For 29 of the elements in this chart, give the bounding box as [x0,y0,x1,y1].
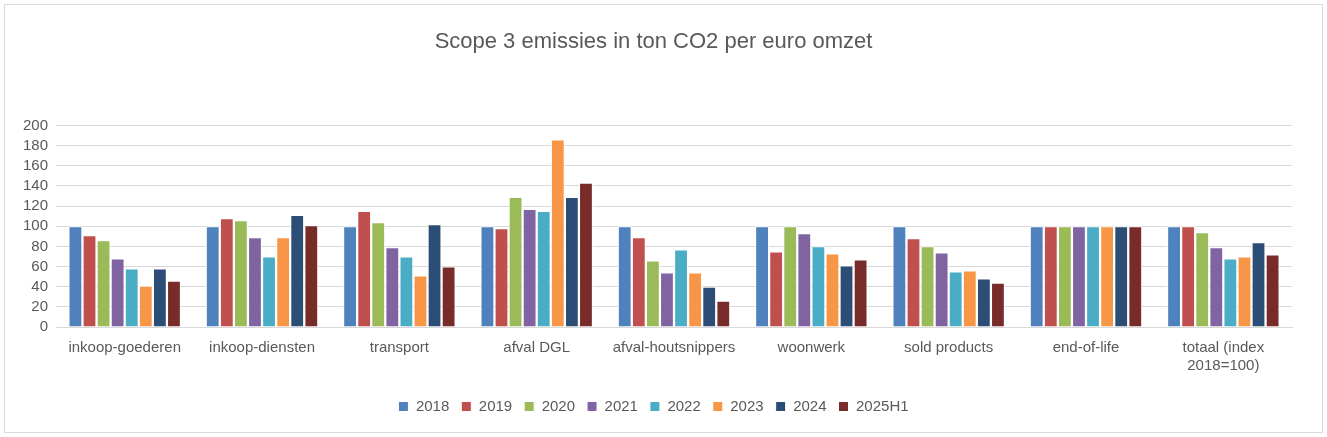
x-tick-label: woonwerk [776,338,846,356]
legend-label: 2020 [541,396,576,414]
y-tick-label: 160 [23,155,49,173]
y-tick-label: 80 [31,236,49,254]
x-tick-label: end-of-life [1052,338,1120,356]
x-tick-label: transport [369,338,430,356]
legend-label: 2025H1 [856,396,909,414]
legend-label: 2023 [730,396,764,414]
chart-title: Scope 3 emissies in ton CO2 per euro omzet [434,28,873,54]
legend-label: 2024 [793,396,827,414]
y-tick-label: 180 [23,135,49,153]
legend-label: 2019 [478,396,513,414]
y-tick-label: 120 [23,196,49,214]
y-tick-label: 20 [31,296,49,314]
x-tick-label: totaal (index 2018=100) [1182,338,1265,374]
legend-label: 2022 [667,396,701,414]
y-tick-label: 0 [39,317,49,335]
y-tick-label: 60 [31,256,49,274]
x-tick-label: inkoop-diensten [209,338,315,356]
legend-label: 2021 [604,396,638,414]
x-tick-label: afval DGL [503,338,571,356]
y-tick-label: 40 [31,276,49,294]
y-tick-label: 100 [23,216,49,234]
y-tick-label: 200 [23,115,49,133]
x-tick-label: inkoop-goederen [68,338,181,356]
x-tick-label: afval-houtsnippers [612,338,736,356]
legend-label: 2018 [415,396,450,414]
x-tick-label: sold products [904,338,994,356]
y-tick-label: 140 [23,176,49,194]
